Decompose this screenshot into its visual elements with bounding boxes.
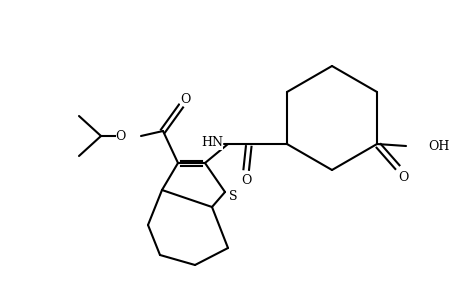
Text: S: S [228,190,237,203]
Text: O: O [240,175,251,188]
Text: O: O [115,130,126,142]
Text: O: O [397,170,407,184]
Text: O: O [179,92,190,106]
Text: OH: OH [427,140,448,152]
Text: HN: HN [201,136,223,149]
